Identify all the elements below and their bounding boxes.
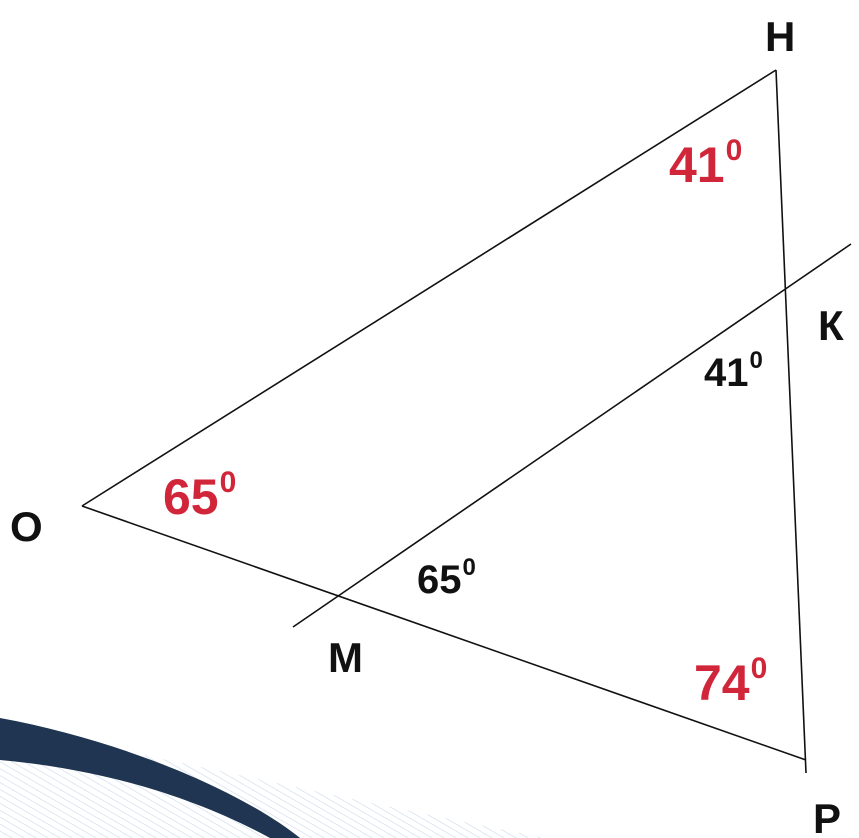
angle-O-value: 65	[163, 469, 219, 525]
angle-label-H: 410	[669, 135, 742, 193]
angle-P-value: 74	[694, 655, 750, 711]
vertex-label-P: Р	[813, 795, 842, 838]
line-MK	[292, 243, 852, 628]
side-HP	[775, 69, 807, 774]
angle-label-K: 410	[704, 349, 763, 395]
angle-label-O: 650	[163, 467, 236, 525]
angle-M-value: 65	[417, 558, 462, 602]
vertex-label-M: М	[328, 634, 363, 681]
angle-K-degree: 0	[749, 347, 763, 374]
vertex-label-O: О	[10, 503, 43, 550]
angle-H-value: 41	[669, 137, 725, 193]
side-OH	[81, 69, 777, 507]
angle-O-degree: 0	[219, 465, 237, 499]
angle-H-degree: 0	[725, 133, 743, 167]
vertex-label-K: К	[818, 302, 844, 349]
angle-K-value: 41	[704, 351, 749, 395]
side-OP	[81, 505, 807, 761]
angle-label-P: 740	[694, 653, 767, 711]
decorative-swoosh-dark	[0, 718, 300, 838]
angle-P-degree: 0	[750, 651, 768, 685]
vertex-label-H: Н	[765, 13, 796, 60]
angle-M-degree: 0	[462, 554, 476, 581]
angle-label-M: 650	[417, 556, 476, 602]
decorative-swoosh-light	[0, 726, 545, 838]
